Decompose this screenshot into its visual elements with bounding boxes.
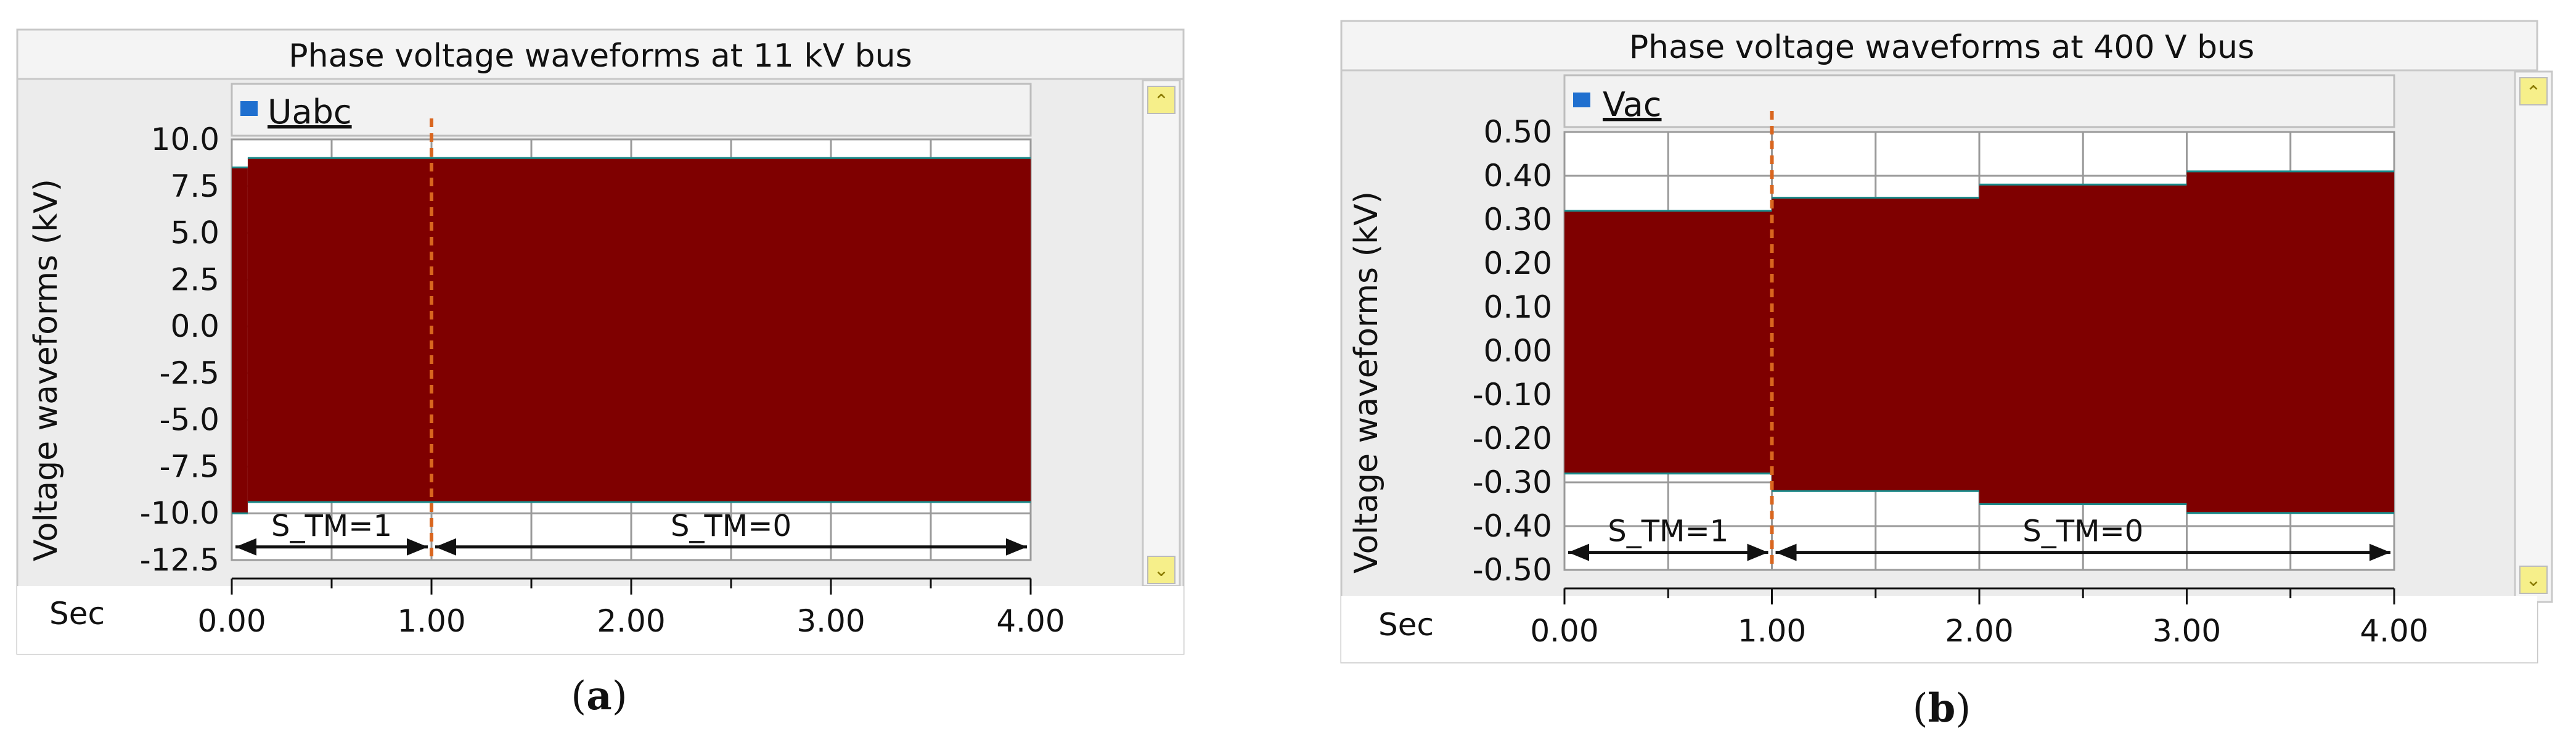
waveform-band [2186,171,2394,513]
y-tick-label: -7.5 [159,448,219,484]
annotations-a: S_TM=1 S_TM=0 [235,509,1027,556]
legend-a-box [231,83,1032,137]
caption-a: (a) [571,673,627,719]
y-ticks-b: 0.50 0.40 0.30 0.20 0.10 0.00 -0.10 -0.20 -0.30 -… [1473,114,1552,588]
x-tick-label: 1.00 [397,603,465,639]
waveform-b [1564,170,2394,514]
waveform-band [1772,197,1979,492]
y-tick-label: -2.5 [159,355,219,391]
x-tick-label: 0.00 [1530,613,1598,649]
scroll-up-b-button[interactable] [2519,77,2548,105]
waveform-band [247,158,1031,503]
x-tick-label: 1.00 [1738,613,1806,649]
y-tick-label: 2.5 [170,262,219,297]
y-axis-label-b: Voltage waveforms (kV) [1348,191,1385,574]
scroll-down-b-button[interactable] [2519,566,2548,594]
x-tick-label: 2.00 [1945,613,2013,649]
y-tick-label: 10.0 [151,122,219,157]
y-tick-label: 0.00 [1484,333,1552,369]
x-tick-label: 4.00 [2360,613,2428,649]
y-tick-label: 0.10 [1484,289,1552,325]
arrowhead-left [235,538,256,556]
y-ticks-a: 10.0 7.5 5.0 2.5 0.0 -2.5 -5.0 -7.5 -10.0 -12.5 [140,122,219,578]
x-ticks-a: 0.00 1.00 2.00 3.00 4.00 [197,577,1065,639]
y-tick-label: 0.20 [1484,245,1552,281]
y-tick-label: -0.50 [1473,552,1552,588]
y-tick-label: -0.30 [1473,464,1552,500]
scrollbar-b-track[interactable] [2514,70,2553,603]
caption-b-letter: b [1928,685,1956,731]
chevron-up-icon: ⌃ [2525,82,2541,104]
annotations-b: S_TM=1 S_TM=0 [1568,514,2390,561]
legend-a-label[interactable]: Uabc [268,93,352,131]
y-axis-label-a: Voltage waveforms (kV) [28,179,65,561]
y-tick-label: 5.0 [170,215,219,251]
arrowhead-right [1747,543,1768,561]
x-tick-label: 0.00 [197,603,266,639]
x-ticks-b: 0.00 1.00 2.00 3.00 4.00 [1530,587,2429,649]
annotation-label: S_TM=0 [671,509,791,543]
annotation-label: S_TM=0 [2022,514,2143,549]
chevron-up-icon: ⌃ [1153,91,1169,112]
y-tick-label: -0.40 [1473,508,1552,544]
panel-b: Phase voltage waveforms at 400 V bus Vac… [1340,20,2553,731]
y-tick-label: 0.30 [1484,202,1552,237]
legend-b-label[interactable]: Vac [1603,85,1662,124]
chevron-down-icon: ⌄ [2525,569,2541,591]
x-tick-label: 2.00 [597,603,665,639]
annotation-label: S_TM=1 [1608,514,1728,549]
chevron-down-icon: ⌄ [1153,559,1169,581]
panel-b-title-bar [1340,20,2538,72]
arrowhead-left [1775,543,1797,561]
x-tick-label: 3.00 [2153,613,2221,649]
waveform-a [232,157,1031,514]
chart-a-title: Phase voltage waveforms at 11 kV bus [288,38,912,75]
annotation-label: S_TM=1 [271,509,392,543]
y-tick-label: -0.10 [1473,377,1552,413]
y-tick-label: -0.20 [1473,421,1552,456]
x-axis-strip-b [1341,596,2537,662]
scroll-down-a-button[interactable] [1147,556,1176,584]
arrowhead-right [1006,538,1027,556]
x-unit-a: Sec [49,596,105,632]
caption-a-letter: a [586,673,611,719]
y-tick-label: 0.50 [1484,114,1552,150]
y-tick-label: 7.5 [170,168,219,204]
y-tick-label: -12.5 [140,542,219,578]
x-axis-strip-a [17,586,1184,654]
legend-b-box [1563,74,2395,128]
caption-b: (b) [1913,685,1971,731]
arrowhead-left [435,538,456,556]
x-unit-b: Sec [1378,607,1434,643]
arrowhead-right [407,538,428,556]
legend-a-swatch [240,101,258,116]
arrowhead-left [1568,543,1589,561]
scrollbar-a-track[interactable] [1142,79,1181,587]
y-tick-label: -10.0 [140,495,219,531]
y-tick-label: -5.0 [159,402,219,438]
x-tick-label: 3.00 [796,603,865,639]
x-tick-label: 4.00 [996,603,1065,639]
legend-b-swatch [1573,93,1590,107]
waveform-band [1979,184,2187,505]
arrowhead-right [2370,543,2390,561]
y-tick-label: 0.40 [1484,158,1552,194]
y-tick-label: 0.0 [170,308,219,344]
panel-a: Phase voltage waveforms at 11 kV bus Uab… [16,28,1185,719]
waveform-band [232,167,248,514]
panel-a-title-bar [16,28,1185,80]
chart-b-title: Phase voltage waveforms at 400 V bus [1629,29,2254,66]
waveform-band [1564,210,1772,474]
scroll-up-a-button[interactable] [1147,86,1176,114]
